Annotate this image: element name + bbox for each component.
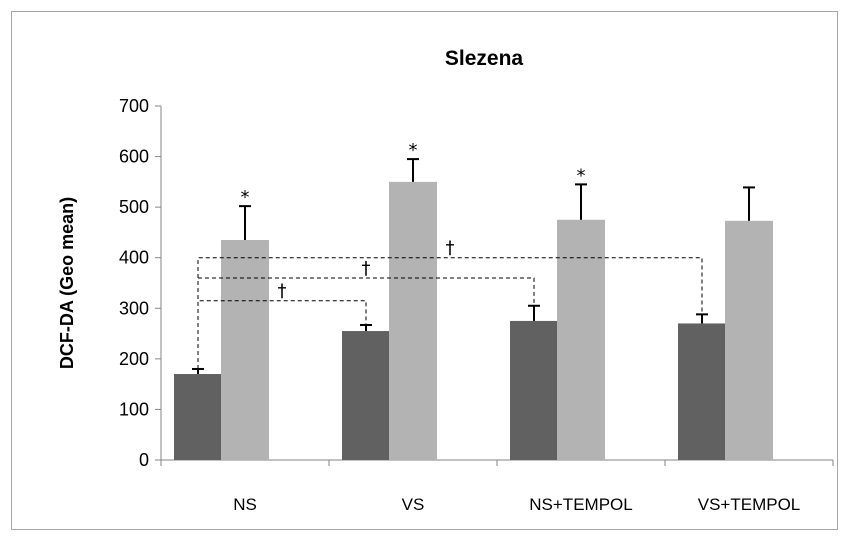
y-tick-label: 300 [119,298,149,318]
bar [678,323,726,460]
significance-marker: * [409,140,418,161]
bar [174,374,222,460]
significance-marker: * [577,165,586,186]
y-tick-label: 200 [119,349,149,369]
y-tick-label: 600 [119,147,149,167]
comparison-marker: † [278,281,287,302]
comparison-marker: † [362,258,371,279]
y-tick-label: 500 [119,197,149,217]
bar [342,331,390,460]
y-tick-label: 700 [119,96,149,116]
bar [510,320,558,460]
y-axis-label: DCF-DA (Geo mean) [57,197,77,369]
y-tick-label: 100 [119,399,149,419]
bar [221,240,269,460]
x-tick-label: VS [402,495,425,514]
bar [725,220,773,460]
significance-marker: * [241,187,250,208]
comparison-marker: † [446,238,455,259]
y-tick-label: 0 [139,450,149,470]
plot-area: 0 100 200 300 400 500 600 700 NS VS NS+TEMPOL VS+TE… [119,96,834,514]
x-tick-label: NS+TEMPOL [529,495,632,514]
chart-title: Slezena [445,47,524,70]
bar [557,219,605,460]
bar [389,181,437,460]
comparison-bracket [197,257,703,369]
comparison-bracket [197,300,367,369]
y-tick-label: 400 [119,248,149,268]
x-tick-label: NS [233,495,257,514]
x-tick-label: VS+TEMPOL [698,495,801,514]
